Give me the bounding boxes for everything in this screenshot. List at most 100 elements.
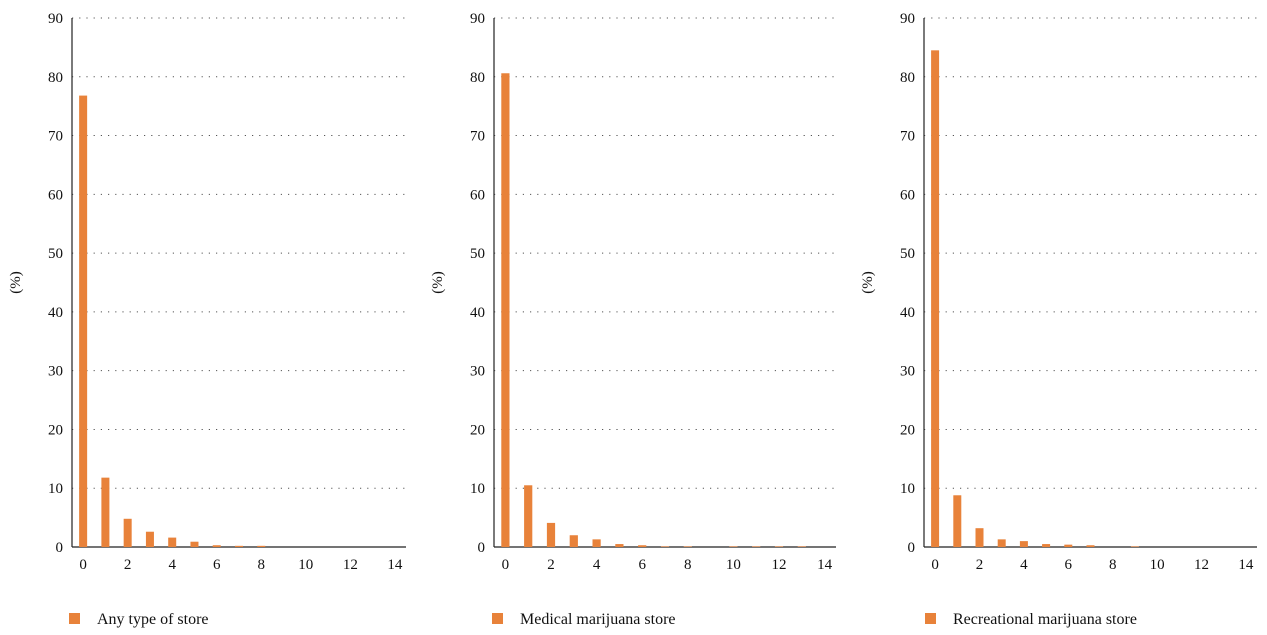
legend: Any type of store [69, 611, 209, 628]
y-tick-label: 20 [48, 422, 63, 438]
x-tick-label: 8 [684, 557, 692, 573]
y-tick-label: 0 [478, 540, 486, 556]
bar [797, 546, 806, 547]
bar [638, 545, 647, 547]
legend-label: Any type of store [97, 611, 209, 628]
y-tick-label: 80 [900, 70, 915, 86]
y-tick-label: 30 [900, 364, 915, 380]
y-tick-label: 70 [900, 129, 915, 145]
y-tick-label: 60 [470, 187, 485, 203]
x-tick-label: 10 [726, 557, 741, 573]
y-tick-label: 90 [470, 11, 485, 27]
bar [1019, 541, 1028, 547]
bar [524, 485, 533, 547]
y-tick-label: 90 [48, 11, 63, 27]
bar [234, 545, 244, 547]
bar [752, 546, 761, 547]
y-tick-label: 20 [900, 422, 915, 438]
x-tick-label: 4 [1020, 557, 1028, 573]
x-tick-label: 14 [817, 557, 833, 573]
bar [592, 539, 601, 547]
x-tick-label: 6 [213, 557, 221, 573]
legend: Medical marijuana store [492, 611, 676, 628]
x-tick-label: 12 [772, 557, 787, 573]
bar [190, 541, 199, 547]
y-tick-label: 0 [56, 540, 64, 556]
y-tick-label: 0 [908, 540, 916, 556]
x-tick-label: 6 [638, 557, 646, 573]
legend: Recreational marijuana store [925, 611, 1137, 628]
y-axis-label: (%) [430, 271, 446, 294]
bar [931, 50, 940, 547]
x-tick-label: 0 [79, 557, 87, 573]
bar [1064, 544, 1073, 547]
x-tick-label: 2 [547, 557, 555, 573]
y-tick-label: 40 [470, 305, 485, 321]
bar [953, 495, 962, 547]
bar [1130, 546, 1139, 547]
bar [1086, 545, 1095, 547]
bar [729, 546, 738, 547]
y-tick-label: 80 [470, 70, 485, 86]
legend-swatch [69, 613, 80, 624]
x-tick-label: 8 [258, 557, 266, 573]
x-tick-label: 8 [1109, 557, 1117, 573]
x-tick-label: 0 [502, 557, 510, 573]
x-tick-label: 6 [1065, 557, 1073, 573]
legend-swatch [925, 613, 936, 624]
y-tick-label: 80 [48, 70, 63, 86]
bar [1042, 544, 1051, 547]
x-tick-label: 14 [387, 557, 403, 573]
y-tick-label: 50 [470, 246, 485, 262]
y-tick-label: 70 [470, 129, 485, 145]
bar [615, 544, 624, 547]
x-tick-label: 4 [168, 557, 176, 573]
y-tick-label: 70 [48, 129, 63, 145]
x-tick-label: 2 [124, 557, 132, 573]
legend-swatch [492, 613, 503, 624]
chart-panel-2: 0 10 20 30 40 50 60 70 80 90 0 2 4 6 8 10 12 14 (%) Medical… [430, 11, 836, 628]
x-tick-label: 10 [298, 557, 313, 573]
x-tick-label: 14 [1238, 557, 1254, 573]
bar [546, 522, 556, 547]
y-tick-label: 60 [900, 187, 915, 203]
bar [660, 546, 670, 547]
bar [145, 531, 154, 547]
y-tick-label: 60 [48, 187, 63, 203]
bar [79, 95, 88, 547]
y-tick-label: 10 [470, 481, 485, 497]
x-tick-label: 2 [976, 557, 984, 573]
bar [997, 539, 1006, 547]
legend-label: Medical marijuana store [520, 611, 676, 628]
x-tick-label: 12 [1194, 557, 1209, 573]
bar [123, 518, 132, 547]
chart-panel-1: 0 10 20 30 40 50 60 70 80 90 0 2 4 6 8 10 12 14 (%) Any typ… [8, 11, 406, 628]
bar [101, 477, 110, 547]
y-tick-label: 30 [470, 364, 485, 380]
y-axis-label: (%) [8, 271, 24, 294]
bar [212, 545, 221, 547]
y-tick-label: 40 [48, 305, 63, 321]
bar [168, 537, 177, 547]
y-tick-label: 40 [900, 305, 915, 321]
x-tick-label: 10 [1150, 557, 1165, 573]
y-tick-label: 90 [900, 11, 915, 27]
y-axis-label: (%) [860, 271, 876, 294]
y-tick-label: 10 [48, 481, 63, 497]
y-tick-label: 10 [900, 481, 915, 497]
chart-panel-3: 0 10 20 30 40 50 60 70 80 90 0 2 4 6 8 10 12 14 (%) Recreat… [860, 11, 1257, 628]
x-tick-label: 0 [931, 557, 939, 573]
y-tick-label: 30 [48, 364, 63, 380]
bar [257, 545, 266, 547]
bar [683, 546, 692, 547]
bar [774, 546, 784, 547]
x-tick-label: 12 [343, 557, 358, 573]
x-tick-label: 4 [593, 557, 601, 573]
bar [975, 528, 984, 547]
y-tick-label: 50 [900, 246, 915, 262]
y-tick-label: 50 [48, 246, 63, 262]
bar [569, 535, 578, 547]
y-tick-label: 20 [470, 422, 485, 438]
bar [501, 73, 510, 548]
